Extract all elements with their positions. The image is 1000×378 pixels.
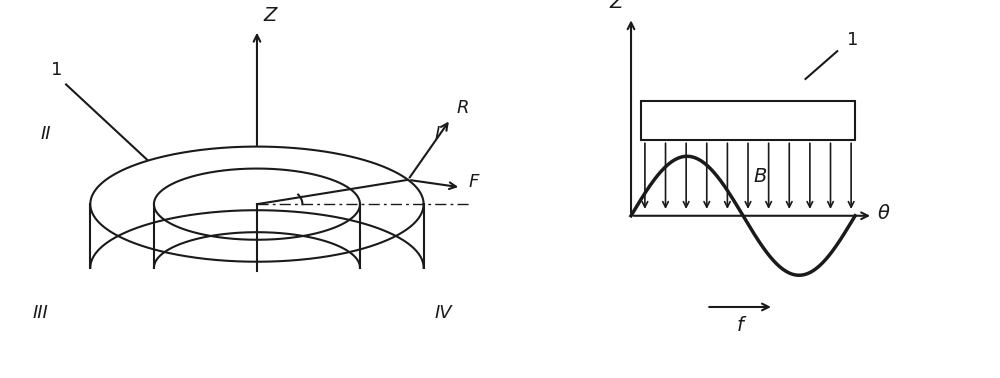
Text: $\theta$: $\theta$ [305, 207, 319, 226]
Text: f: f [737, 316, 744, 335]
Polygon shape [90, 147, 424, 262]
Bar [641, 101, 855, 140]
Polygon shape [154, 169, 360, 240]
Text: $\theta$: $\theta$ [877, 204, 890, 223]
Polygon shape [154, 169, 360, 268]
Text: R: R [457, 99, 469, 117]
Text: 1: 1 [847, 31, 859, 49]
Text: I: I [434, 125, 439, 143]
Text: Z: Z [610, 0, 623, 11]
Text: B: B [753, 167, 767, 186]
Text: Z: Z [263, 6, 276, 25]
Text: II: II [40, 125, 51, 143]
Text: IV: IV [434, 304, 452, 322]
Polygon shape [90, 147, 424, 268]
Text: III: III [33, 304, 48, 322]
Text: F: F [469, 174, 479, 191]
Text: 1: 1 [51, 61, 62, 79]
